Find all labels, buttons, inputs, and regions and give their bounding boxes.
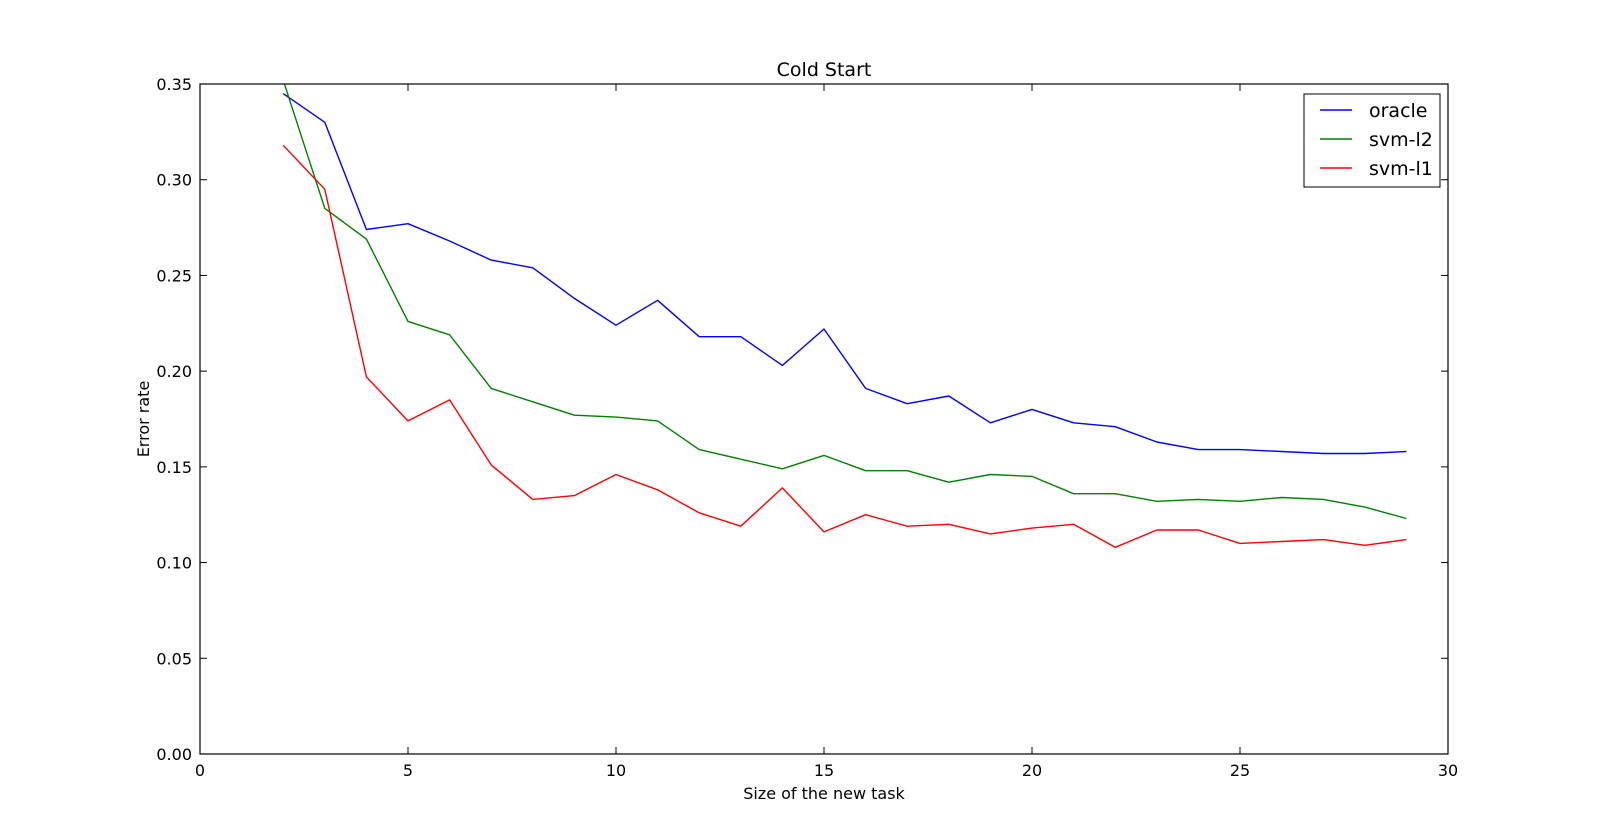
series-line-oracle (282, 93, 1407, 455)
legend: oracle svm-l2 svm-l1 (1303, 93, 1441, 188)
x-tick-label: 10 (606, 761, 626, 780)
y-tick-label: 0.05 (156, 649, 192, 668)
y-axis-label: Error rate (134, 381, 153, 458)
legend-label-oracle: oracle (1369, 100, 1428, 122)
y-tick-label: 0.25 (156, 266, 192, 285)
x-axis-label: Size of the new task (743, 784, 905, 803)
y-tick-label: 0.10 (156, 554, 192, 573)
x-tick-label: 20 (1022, 761, 1042, 780)
chart-title: Cold Start (777, 59, 872, 81)
y-tick-label: 0.30 (156, 171, 192, 190)
x-tick-label: 15 (814, 761, 834, 780)
x-tick-label: 30 (1438, 761, 1458, 780)
series-line-svm-l1 (282, 144, 1407, 548)
y-tick-label: 0.15 (156, 458, 192, 477)
series-line-svm-l2 (283, 84, 1407, 520)
y-tick-label: 0.35 (156, 75, 192, 94)
y-tick-label: 0.20 (156, 362, 192, 381)
x-tick-label: 25 (1230, 761, 1250, 780)
x-tick-label: 5 (403, 761, 413, 780)
x-tick-label: 0 (195, 761, 205, 780)
y-tick-label: 0.00 (156, 745, 192, 764)
series-layer (282, 84, 1407, 548)
plot-frame (199, 83, 1449, 755)
tick-layer: 0 5 10 15 20 25 30 0.00 0.05 0.10 0.15 0.20 0.25 0.30… (156, 75, 1458, 780)
legend-label-svm-l2: svm-l2 (1369, 129, 1433, 151)
legend-label-svm-l1: svm-l1 (1369, 158, 1433, 180)
